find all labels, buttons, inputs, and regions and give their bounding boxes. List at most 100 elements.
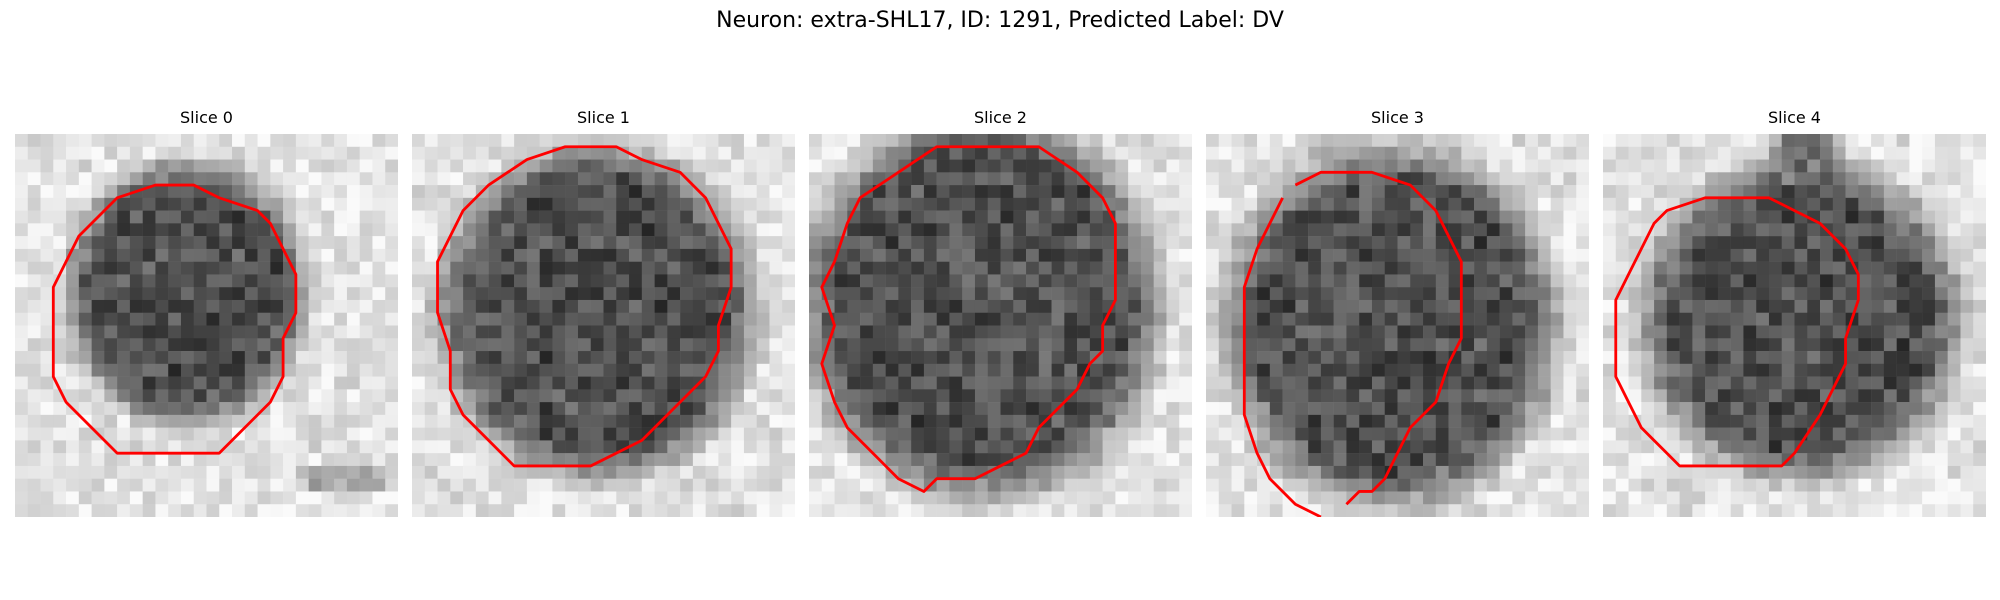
pixel <box>1794 325 1808 339</box>
pixel <box>1947 478 1961 492</box>
pixel <box>949 146 963 160</box>
pixel <box>372 146 386 160</box>
pixel <box>1359 338 1373 352</box>
pixel <box>1166 185 1180 199</box>
pixel <box>1896 248 1910 262</box>
pixel <box>692 453 706 467</box>
pixel <box>475 197 489 211</box>
pixel <box>1244 363 1258 377</box>
pixel <box>667 504 681 517</box>
pixel <box>1013 389 1027 403</box>
pixel <box>885 478 899 492</box>
pixel <box>359 427 373 441</box>
pixel <box>1064 478 1078 492</box>
pixel <box>1666 146 1680 160</box>
pixel <box>1384 210 1398 224</box>
pixel <box>1705 414 1719 428</box>
pixel <box>219 453 233 467</box>
pixel <box>1333 159 1347 173</box>
pixel <box>1064 504 1078 517</box>
pixel <box>1603 287 1617 301</box>
pixel <box>206 402 220 416</box>
pixel <box>1089 389 1103 403</box>
pixel <box>756 478 770 492</box>
pixel <box>1448 236 1462 250</box>
pixel <box>1371 376 1385 390</box>
pixel <box>1730 248 1744 262</box>
pixel <box>1179 414 1192 428</box>
pixel <box>769 274 783 288</box>
pixel <box>514 197 528 211</box>
pixel <box>1000 312 1014 326</box>
pixel <box>321 338 335 352</box>
pixel <box>308 389 322 403</box>
pixel <box>53 287 67 301</box>
pixel <box>1499 261 1513 275</box>
pixel <box>321 427 335 441</box>
pixel <box>629 159 643 173</box>
pixel <box>1320 453 1334 467</box>
pixel <box>705 414 719 428</box>
pixel <box>1537 223 1551 237</box>
pixel <box>1909 440 1923 454</box>
pixel <box>1960 134 1974 148</box>
pixel <box>1128 427 1142 441</box>
pixel <box>1550 223 1564 237</box>
pixel <box>168 363 182 377</box>
pixel <box>1550 274 1564 288</box>
pixel <box>155 465 169 479</box>
pixel <box>743 159 757 173</box>
pixel <box>1730 210 1744 224</box>
pixel <box>1128 197 1142 211</box>
pixel <box>180 287 194 301</box>
pixel <box>91 402 105 416</box>
pixel <box>1615 146 1629 160</box>
pixel <box>1051 338 1065 352</box>
pixel <box>1641 338 1655 352</box>
pixel <box>885 312 899 326</box>
pixel <box>1525 414 1539 428</box>
pixel <box>206 504 220 517</box>
pixel <box>270 210 284 224</box>
pixel <box>232 453 246 467</box>
pixel <box>1768 159 1782 173</box>
pixel <box>232 274 246 288</box>
pixel <box>923 299 937 313</box>
pixel <box>359 478 373 492</box>
pixel <box>1603 185 1617 199</box>
pixel <box>1461 172 1475 186</box>
pixel <box>488 261 502 275</box>
pixel <box>1615 338 1629 352</box>
pixel <box>1051 185 1065 199</box>
pixel <box>1768 376 1782 390</box>
pixel <box>1832 414 1846 428</box>
pixel <box>718 210 732 224</box>
pixel <box>1128 440 1142 454</box>
pixel <box>1308 185 1322 199</box>
pixel <box>743 402 757 416</box>
pixel <box>244 363 258 377</box>
pixel <box>1333 440 1347 454</box>
pixel <box>1257 440 1271 454</box>
pixel <box>1333 274 1347 288</box>
pixel <box>424 287 438 301</box>
pixel <box>1807 172 1821 186</box>
pixel <box>1026 274 1040 288</box>
pixel <box>1537 172 1551 186</box>
pixel <box>1269 134 1283 148</box>
pixel <box>1474 351 1488 365</box>
pixel <box>1743 261 1757 275</box>
pixel <box>1717 197 1731 211</box>
pixel <box>1820 363 1834 377</box>
pixel <box>1641 185 1655 199</box>
pixel <box>232 491 246 505</box>
pixel <box>1038 465 1052 479</box>
pixel <box>1218 261 1232 275</box>
pixel <box>1615 402 1629 416</box>
pixel <box>1089 312 1103 326</box>
pixel <box>1871 287 1885 301</box>
pixel <box>1102 338 1116 352</box>
pixel <box>295 504 309 517</box>
pixel <box>1077 299 1091 313</box>
pixel <box>117 453 131 467</box>
